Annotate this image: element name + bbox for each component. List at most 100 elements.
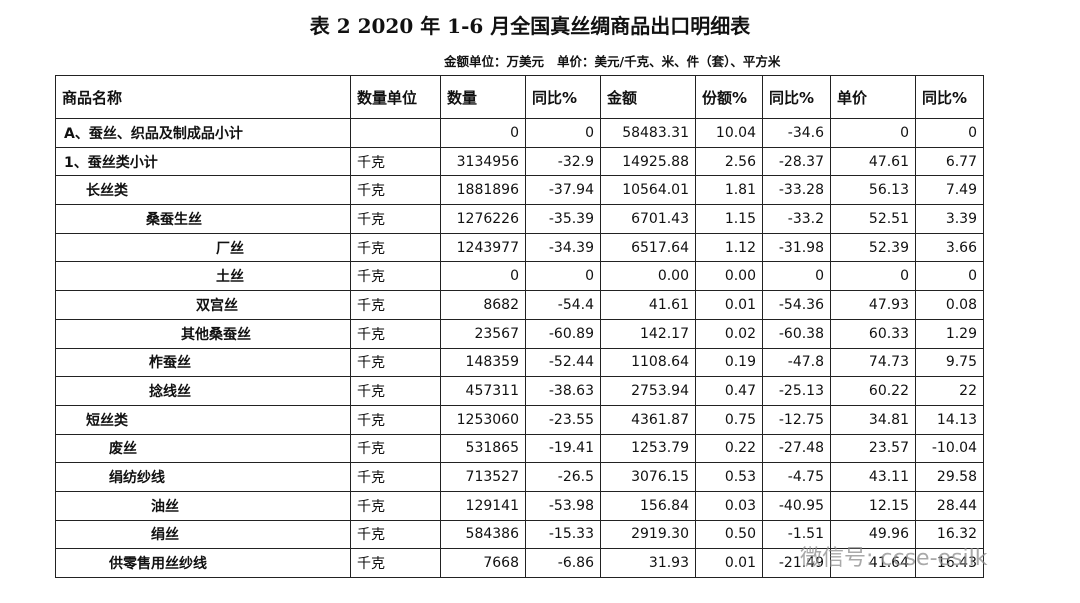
cell: 14.13 [915,404,984,435]
cell: 3.39 [915,204,984,234]
cell: -53.98 [525,490,601,521]
cell: 60.22 [830,376,916,406]
cell: -6.86 [525,548,601,578]
cell: 千克 [350,347,441,378]
cell: 7.49 [915,175,984,206]
cell: 0 [762,261,831,292]
cell: 0 [915,118,984,148]
cell: 10.04 [695,118,763,148]
cell: 1.12 [695,232,763,263]
table-row: 绢丝 千克 584386 -15.33 2919.30 0.50 -1.51 49.96 16.… [55,519,984,550]
table-row: 厂丝 千克 1243977 -34.39 6517.64 1.12 -31.98 52.39 3… [55,232,984,263]
item-name: 捻线丝 [55,376,351,406]
cell: 0.00 [695,261,763,292]
cell: 7668 [440,548,526,578]
title: 表 2 2020 年 1-6 月全国真丝绸商品出口明细表 [309,14,751,38]
cell: 47.61 [830,146,916,177]
cell: 6517.64 [600,232,696,263]
cell: -35.39 [525,204,601,234]
cell: 千克 [350,404,441,435]
table-row: 双宫丝 千克 8682 -54.4 41.61 0.01 -54.36 47.93 0.08 [55,290,984,320]
table-row: 油丝 千克 129141 -53.98 156.84 0.03 -40.95 12.15 28.… [55,490,984,521]
item-name: 1、蚕丝类小计 [55,146,351,177]
column-header: 同比% [525,75,601,119]
cell: 28.44 [915,490,984,521]
cell: 10564.01 [600,175,696,206]
cell: 129141 [440,490,526,521]
table-row: 捻线丝 千克 457311 -38.63 2753.94 0.47 -25.13 60.22 2… [55,376,984,406]
table-row: 柞蚕丝 千克 148359 -52.44 1108.64 0.19 -47.8 74.73 9.… [55,347,984,378]
table-row: 其他桑蚕丝 千克 23567 -60.89 142.17 0.02 -60.38 60.33 1… [55,318,984,349]
cell: 2919.30 [600,519,696,550]
cell: 0.08 [915,290,984,320]
column-header: 商品名称 [55,75,351,119]
cell: 3134956 [440,146,526,177]
cell: -32.9 [525,146,601,177]
cell: 1108.64 [600,347,696,378]
cell: 6701.43 [600,204,696,234]
cell: -60.38 [762,318,831,349]
cell: 52.39 [830,232,916,263]
cell: -47.8 [762,347,831,378]
cell: -33.28 [762,175,831,206]
cell: 29.58 [915,462,984,492]
cell: 0.03 [695,490,763,521]
cell: 千克 [350,204,441,234]
table: 商品名称 数量单位 数量 同比% 金额 份额% 同比% 单价 同比% A、蚕丝、织品及制成品小计… [55,75,984,578]
column-header: 份额% [695,75,763,119]
cell: 3076.15 [600,462,696,492]
cell: -25.13 [762,376,831,406]
cell: 0.01 [695,290,763,320]
cell: 1243977 [440,232,526,263]
cell: -23.55 [525,404,601,435]
cell: 43.11 [830,462,916,492]
header-row: 商品名称 数量单位 数量 同比% 金额 份额% 同比% 单价 同比% [55,75,984,119]
cell: 0 [830,261,916,292]
cell: 1.15 [695,204,763,234]
cell: 142.17 [600,318,696,349]
cell: 0.22 [695,433,763,464]
cell: -1.51 [762,519,831,550]
cell: -19.41 [525,433,601,464]
table-body: A、蚕丝、织品及制成品小计 0 0 58483.31 10.04 -34.6 0 0 1、蚕丝类… [55,118,984,578]
item-name: 长丝类 [55,175,351,206]
item-name: 油丝 [55,490,351,521]
cell: 58483.31 [600,118,696,148]
item-name: 绢纺纱线 [55,462,351,492]
item-name: 供零售用丝纱线 [55,548,351,578]
table-row: A、蚕丝、织品及制成品小计 0 0 58483.31 10.04 -34.6 0 0 [55,118,984,148]
cell: 22 [915,376,984,406]
cell: 千克 [350,318,441,349]
cell: 74.73 [830,347,916,378]
table-row: 长丝类 千克 1881896 -37.94 10564.01 1.81 -33.28 56.1… [55,175,984,206]
cell: 41.64 [830,548,916,578]
cell: 47.93 [830,290,916,320]
column-header: 数量 [440,75,526,119]
cell: 0.75 [695,404,763,435]
table-row: 1、蚕丝类小计 千克 3134956 -32.9 14925.88 2.56 -28.37 4… [55,146,984,177]
cell: 49.96 [830,519,916,550]
cell: 0 [830,118,916,148]
cell: 156.84 [600,490,696,521]
cell: 0.02 [695,318,763,349]
cell: -26.5 [525,462,601,492]
cell: 0.01 [695,548,763,578]
cell: 0.47 [695,376,763,406]
cell: 60.33 [830,318,916,349]
cell: 148359 [440,347,526,378]
cell: -40.95 [762,490,831,521]
column-header: 同比% [915,75,984,119]
cell: 23567 [440,318,526,349]
cell: -12.75 [762,404,831,435]
cell: 56.13 [830,175,916,206]
item-name: 厂丝 [55,232,351,263]
cell: 2.56 [695,146,763,177]
cell: 0.00 [600,261,696,292]
item-name: 双宫丝 [55,290,351,320]
cell: 713527 [440,462,526,492]
table-row: 桑蚕生丝 千克 1276226 -35.39 6701.43 1.15 -33.2 52.51… [55,204,984,234]
cell: 1276226 [440,204,526,234]
cell: 千克 [350,433,441,464]
cell: 千克 [350,490,441,521]
cell: 千克 [350,548,441,578]
